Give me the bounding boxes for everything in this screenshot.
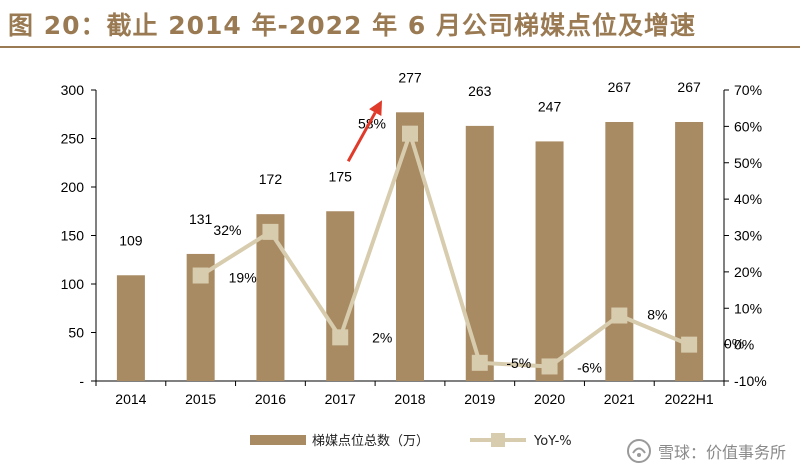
snowball-logo-icon (626, 439, 651, 463)
x-axis-tick-label: 2017 (325, 391, 356, 407)
right-axis-tick-label: 10% (734, 300, 762, 316)
bar-value-label: 175 (329, 168, 353, 184)
watermark: 雪球：价值事务所 (626, 438, 786, 464)
right-axis: -10% 0% 10% 20% 30% 40% 50% 60% 70% (723, 82, 767, 389)
x-axis-tick-label: 2018 (394, 391, 425, 407)
bar-value-label: 263 (468, 83, 492, 99)
bar-value-label: 172 (259, 171, 283, 187)
right-axis-tick-label: 40% (734, 191, 762, 207)
left-axis-tick-label: 250 (61, 131, 85, 147)
yoy-marker (541, 358, 558, 375)
right-axis-tick-label: 50% (734, 155, 762, 171)
bar (256, 214, 285, 381)
yoy-marker (611, 307, 628, 324)
yoy-line-series (192, 125, 698, 375)
legend-line-marker (491, 433, 505, 447)
x-axis-tick-label: 2014 (115, 391, 146, 407)
x-axis-tick-label: 2016 (255, 391, 286, 407)
x-axis: 2014 2015 2016 2017 2018 2019 2020 2021 2022H1 (95, 380, 725, 407)
right-axis-tick-label: 0% (734, 337, 754, 353)
right-axis-tick-label: 60% (734, 118, 762, 134)
bar (465, 125, 494, 381)
x-axis-tick-label: 2015 (185, 391, 216, 407)
x-axis-tick-label: 2022H1 (665, 391, 714, 407)
bar-value-label: 267 (608, 79, 632, 95)
yoy-value-label: 19% (229, 270, 257, 286)
yoy-marker (332, 329, 349, 346)
x-axis-tick-label: 2021 (604, 391, 635, 407)
yoy-value-label: 2% (372, 329, 392, 345)
left-axis-tick-label: 200 (61, 179, 85, 195)
bar-series (116, 112, 704, 381)
x-axis-tick-label: 2019 (464, 391, 495, 407)
bar-value-label: 247 (538, 98, 562, 114)
watermark-text: 雪球：价值事务所 (657, 443, 786, 462)
bar-value-label: 267 (677, 79, 701, 95)
yoy-marker (681, 336, 698, 353)
left-axis-tick-label: 100 (61, 276, 85, 292)
yoy-data-labels: 19% 32% 2% 58% -5% -6% 8% 0% (213, 116, 744, 376)
yoy-value-label: 32% (213, 222, 241, 238)
bar (326, 211, 355, 381)
arrow-shaft (346, 111, 377, 162)
yoy-marker (192, 267, 209, 284)
legend: 梯媒点位总数（万） YoY-% (250, 433, 572, 449)
arrow-head (369, 100, 382, 116)
x-axis-tick-label: 2020 (534, 391, 565, 407)
bar-value-label: 277 (398, 69, 422, 85)
yoy-marker (402, 125, 418, 142)
left-axis-tick-label: 50 (68, 325, 84, 341)
left-axis: - 50 100 150 200 250 300 (61, 82, 97, 389)
left-axis-tick-label: 300 (61, 82, 85, 98)
figure-title: 图 20：截止 2014 年-2022 年 6 月公司梯媒点位及增速 (8, 11, 696, 40)
bar-data-labels: 109 131 172 175 277 263 247 267 267 (119, 69, 701, 248)
title-divider (0, 46, 800, 48)
yoy-marker (471, 354, 488, 371)
right-axis-tick-label: 30% (734, 228, 762, 244)
yoy-value-label: -5% (506, 355, 531, 371)
left-axis-tick-label: 150 (61, 228, 85, 244)
legend-bar-swatch (250, 435, 306, 445)
right-axis-tick-label: 20% (734, 264, 762, 280)
trend-arrow-annotation (346, 100, 382, 162)
legend-line-label: YoY-% (533, 434, 572, 449)
yoy-line (199, 131, 690, 369)
bar-value-label: 109 (119, 232, 143, 248)
bar-value-label: 131 (189, 211, 213, 227)
right-axis-tick-label: 70% (734, 82, 762, 98)
yoy-value-label: 8% (647, 307, 667, 323)
right-axis-tick-label: -10% (734, 373, 767, 389)
yoy-marker (262, 223, 279, 240)
yoy-value-label: 0% (724, 336, 744, 352)
bar (605, 122, 634, 381)
bar (535, 141, 564, 381)
bar (396, 112, 424, 381)
yoy-value-label: 58% (358, 116, 386, 132)
yoy-value-label: -6% (577, 359, 602, 375)
left-axis-tick-label: - (79, 373, 84, 389)
legend-bar-label: 梯媒点位总数（万） (312, 434, 429, 449)
bar (116, 275, 145, 381)
